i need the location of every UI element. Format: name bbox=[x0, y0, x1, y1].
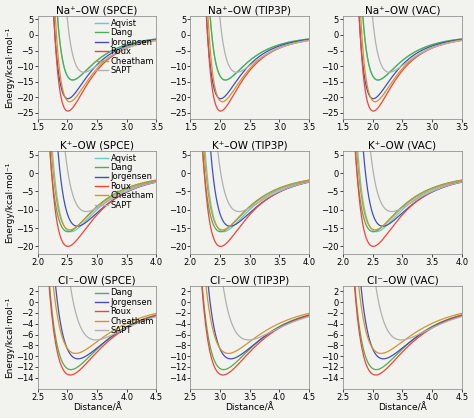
Title: Cl⁻–OW (SPCE): Cl⁻–OW (SPCE) bbox=[58, 275, 136, 285]
Y-axis label: Energy/kcal·mol⁻¹: Energy/kcal·mol⁻¹ bbox=[6, 297, 15, 378]
X-axis label: Distance/Å: Distance/Å bbox=[73, 403, 121, 413]
Legend: Dang, Jorgensen, Roux, Cheatham, SAPT: Dang, Jorgensen, Roux, Cheatham, SAPT bbox=[95, 288, 155, 336]
Title: Na⁺–OW (VAC): Na⁺–OW (VAC) bbox=[365, 5, 440, 15]
Title: Na⁺–OW (SPCE): Na⁺–OW (SPCE) bbox=[56, 5, 138, 15]
Legend: Aqvist, Dang, Jorgensen, Roux, Cheatham, SAPT: Aqvist, Dang, Jorgensen, Roux, Cheatham,… bbox=[95, 18, 155, 76]
Y-axis label: Energy/kcal·mol⁻¹: Energy/kcal·mol⁻¹ bbox=[6, 162, 15, 243]
Y-axis label: Energy/kcal·mol⁻¹: Energy/kcal·mol⁻¹ bbox=[6, 27, 15, 108]
Title: Cl⁻–OW (TIP3P): Cl⁻–OW (TIP3P) bbox=[210, 275, 289, 285]
Title: Na⁺–OW (TIP3P): Na⁺–OW (TIP3P) bbox=[208, 5, 291, 15]
X-axis label: Distance/Å: Distance/Å bbox=[225, 403, 274, 413]
Title: Cl⁻–OW (VAC): Cl⁻–OW (VAC) bbox=[366, 275, 438, 285]
Legend: Aqvist, Dang, Jorgensen, Roux, Cheatham, SAPT: Aqvist, Dang, Jorgensen, Roux, Cheatham,… bbox=[95, 153, 155, 211]
Title: K⁺–OW (VAC): K⁺–OW (VAC) bbox=[368, 140, 437, 150]
Title: K⁺–OW (SPCE): K⁺–OW (SPCE) bbox=[60, 140, 134, 150]
X-axis label: Distance/Å: Distance/Å bbox=[378, 403, 427, 413]
Title: K⁺–OW (TIP3P): K⁺–OW (TIP3P) bbox=[212, 140, 288, 150]
